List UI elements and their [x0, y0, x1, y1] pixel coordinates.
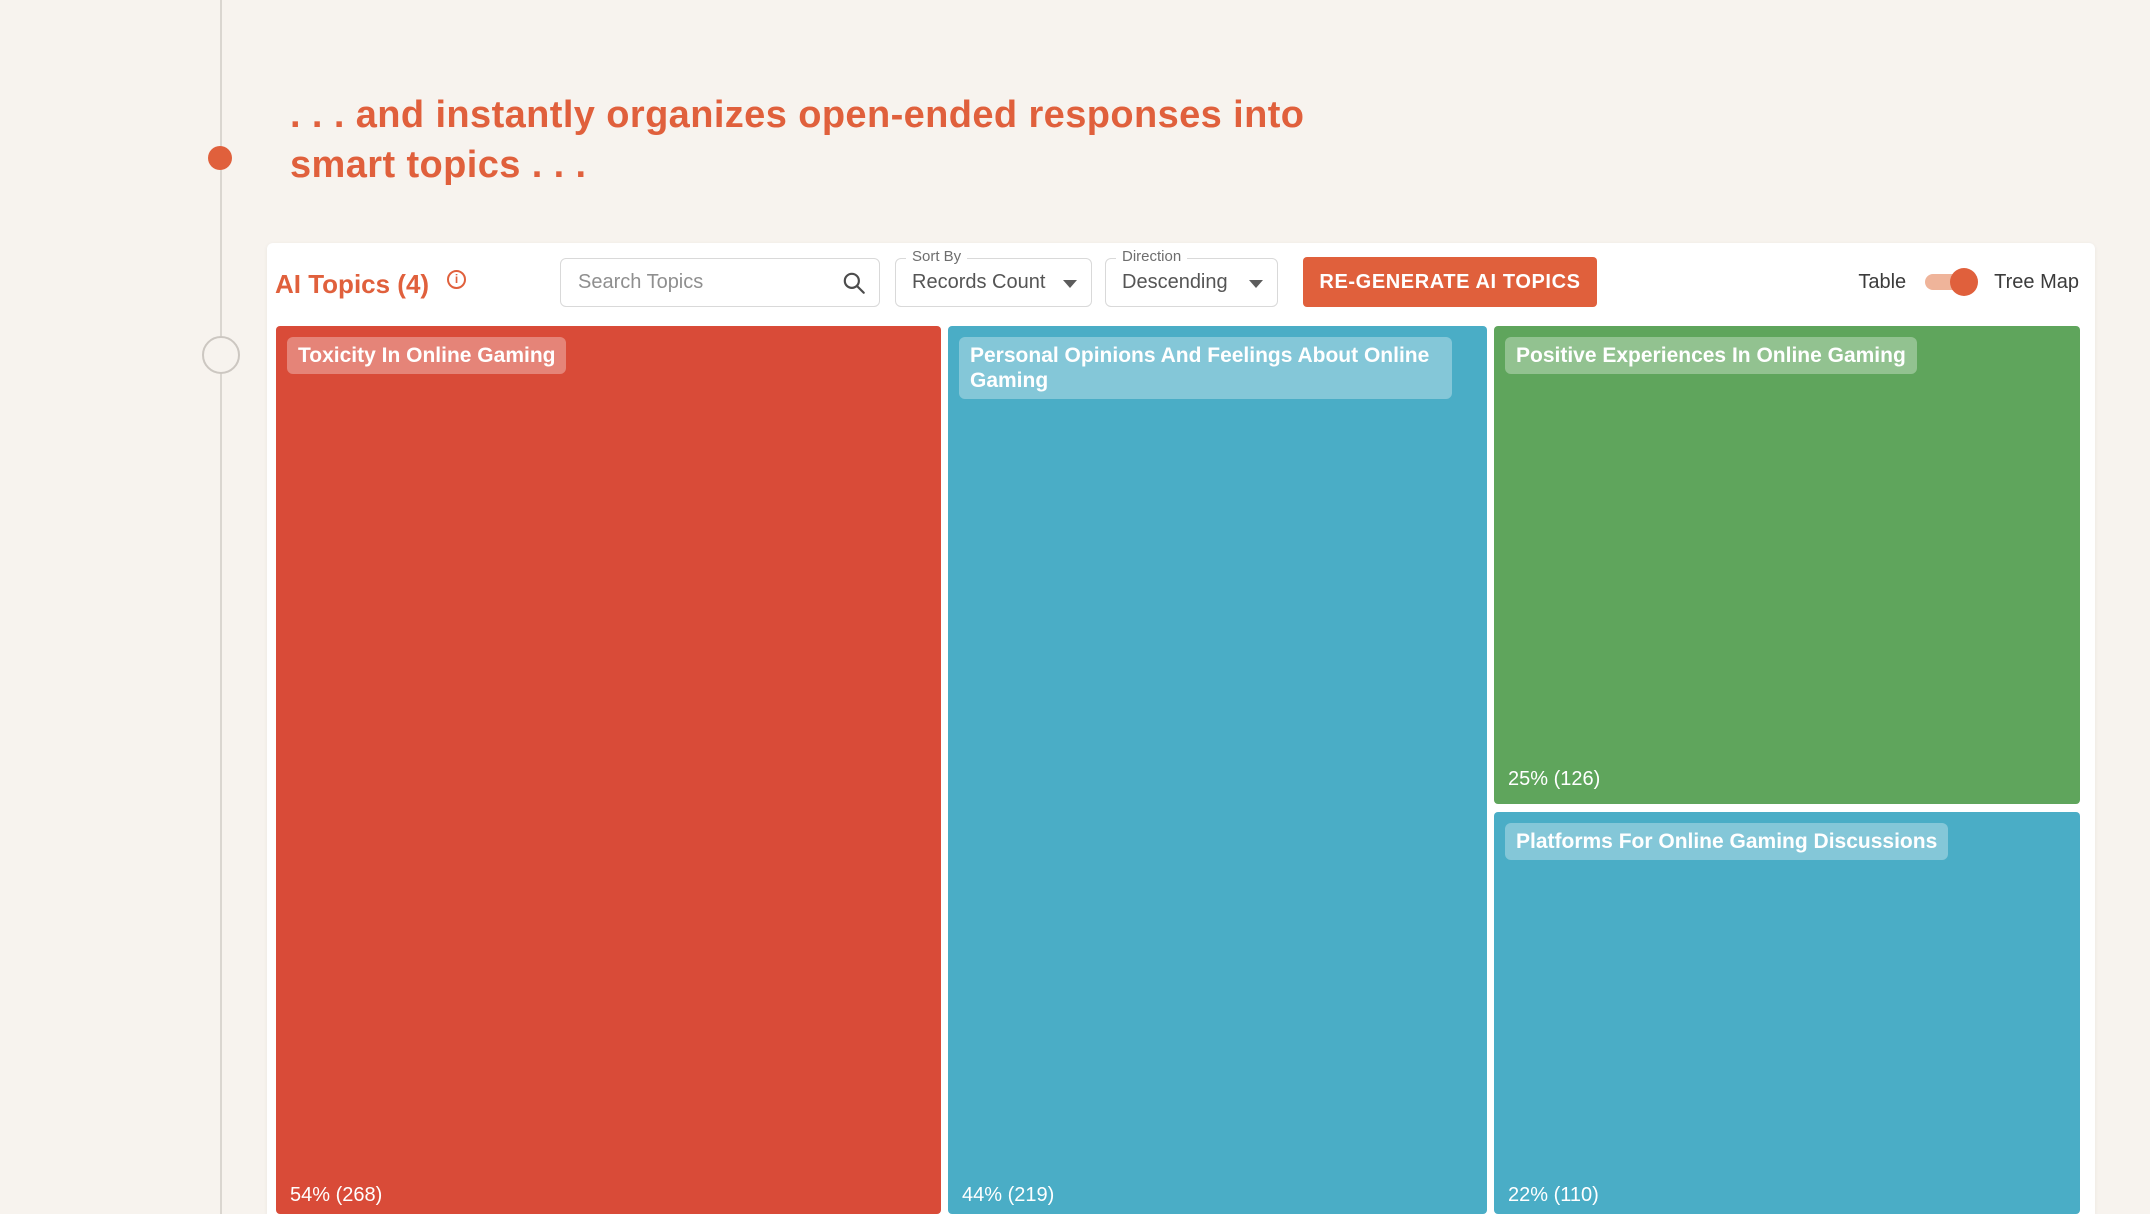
- tile-label: Toxicity In Online Gaming: [287, 337, 567, 375]
- headline-line-1: . . . and instantly organizes open-ended…: [290, 94, 1305, 136]
- tile-stat: 54% (268): [290, 1184, 383, 1206]
- tile-label: Positive Experiences In Online Gaming: [1505, 337, 1917, 375]
- info-icon[interactable]: i: [447, 270, 466, 289]
- chevron-down-icon: [1063, 280, 1077, 288]
- direction-label: Direction: [1116, 248, 1188, 265]
- timeline-rail: [220, 0, 222, 1214]
- tile-stat: 22% (110): [1508, 1184, 1599, 1206]
- table-view-label[interactable]: Table: [1858, 270, 1907, 293]
- ai-topics-panel: AI Topics (4) i Sort By Records Count Di…: [267, 243, 2095, 1214]
- treemap-tile-toxicity[interactable]: Toxicity In Online Gaming 54% (268): [276, 326, 941, 1214]
- timeline-dot-marker: [208, 146, 232, 170]
- sort-by-label: Sort By: [906, 248, 968, 265]
- tile-stat: 25% (126): [1508, 768, 1601, 790]
- headline-line-2: smart topics . . .: [290, 144, 587, 186]
- sort-by-value: Records Count: [912, 271, 1046, 293]
- topics-treemap: Toxicity In Online Gaming 54% (268) Pers…: [276, 326, 2086, 1214]
- tile-stat: 44% (219): [962, 1184, 1055, 1206]
- treemap-tile-platforms[interactable]: Platforms For Online Gaming Discussions …: [1494, 812, 2080, 1214]
- toggle-knob: [1950, 268, 1979, 296]
- direction-value: Descending: [1122, 271, 1228, 293]
- panel-title: AI Topics (4): [275, 269, 430, 299]
- treemap-view-label[interactable]: Tree Map: [1994, 270, 2079, 293]
- treemap-tile-positive-experiences[interactable]: Positive Experiences In Online Gaming 25…: [1494, 326, 2080, 804]
- search-input[interactable]: [561, 259, 833, 306]
- tile-label: Personal Opinions And Feelings About Onl…: [959, 337, 1452, 400]
- view-toggle-switch[interactable]: [1922, 268, 1979, 296]
- chevron-down-icon: [1249, 280, 1263, 288]
- search-topics-box: [560, 258, 880, 307]
- direction-select[interactable]: Direction Descending: [1105, 248, 1278, 307]
- treemap-tile-personal-opinions[interactable]: Personal Opinions And Feelings About Onl…: [948, 326, 1487, 1214]
- sort-by-select[interactable]: Sort By Records Count: [895, 248, 1092, 307]
- view-mode-toggle-group: Table Tree Map: [1858, 268, 2079, 296]
- tile-label: Platforms For Online Gaming Discussions: [1505, 823, 1949, 861]
- regenerate-ai-topics-button[interactable]: RE-GENERATE AI TOPICS: [1303, 257, 1597, 307]
- timeline-circle-marker: [202, 336, 240, 374]
- headline-annotation: . . . and instantly organizes open-ended…: [290, 90, 1304, 190]
- search-icon[interactable]: [841, 270, 867, 296]
